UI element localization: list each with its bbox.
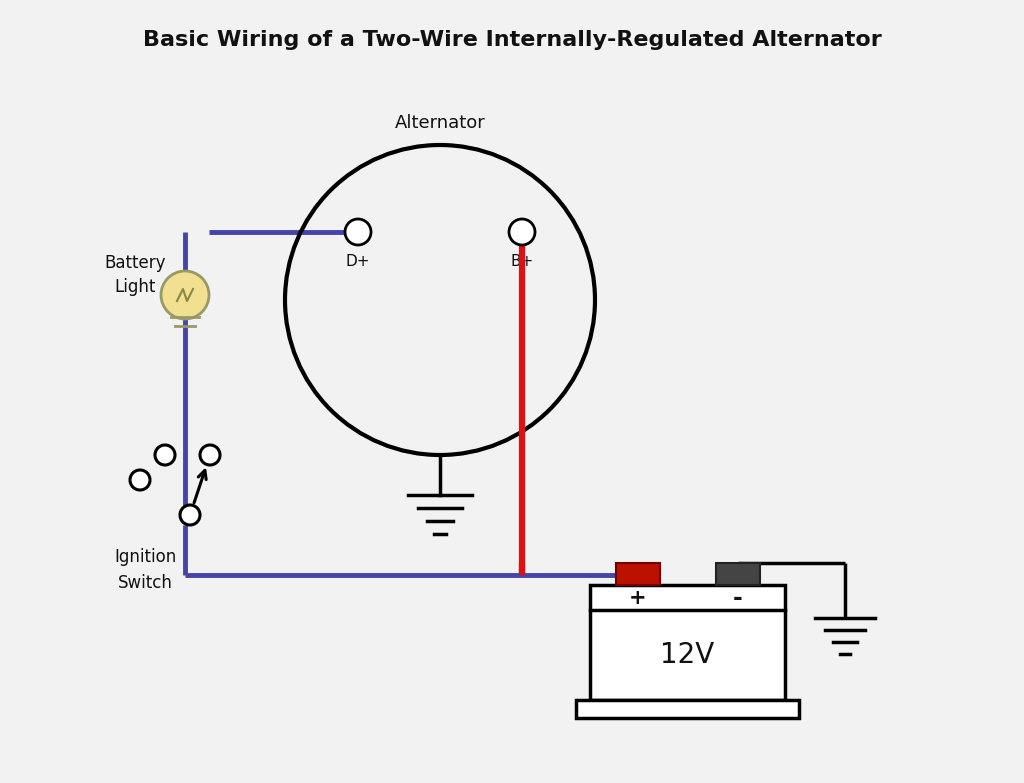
Text: Battery
Light: Battery Light [104,254,166,297]
Circle shape [161,271,209,319]
Circle shape [200,445,220,465]
Circle shape [155,445,175,465]
Text: D+: D+ [346,254,371,269]
Text: 12V: 12V [660,641,715,669]
Bar [616,563,660,585]
Bar [575,700,799,718]
Circle shape [130,470,150,490]
Text: Basic Wiring of a Two-Wire Internally-Regulated Alternator: Basic Wiring of a Two-Wire Internally-Re… [142,30,882,50]
Circle shape [509,219,535,245]
Bar [590,585,785,700]
Bar [716,563,760,585]
Text: -: - [733,586,742,610]
Text: Alternator: Alternator [394,114,485,132]
Circle shape [345,219,371,245]
Circle shape [180,505,200,525]
Text: +: + [629,588,647,608]
Text: B+: B+ [510,254,534,269]
Text: Ignition
Switch: Ignition Switch [114,549,176,591]
